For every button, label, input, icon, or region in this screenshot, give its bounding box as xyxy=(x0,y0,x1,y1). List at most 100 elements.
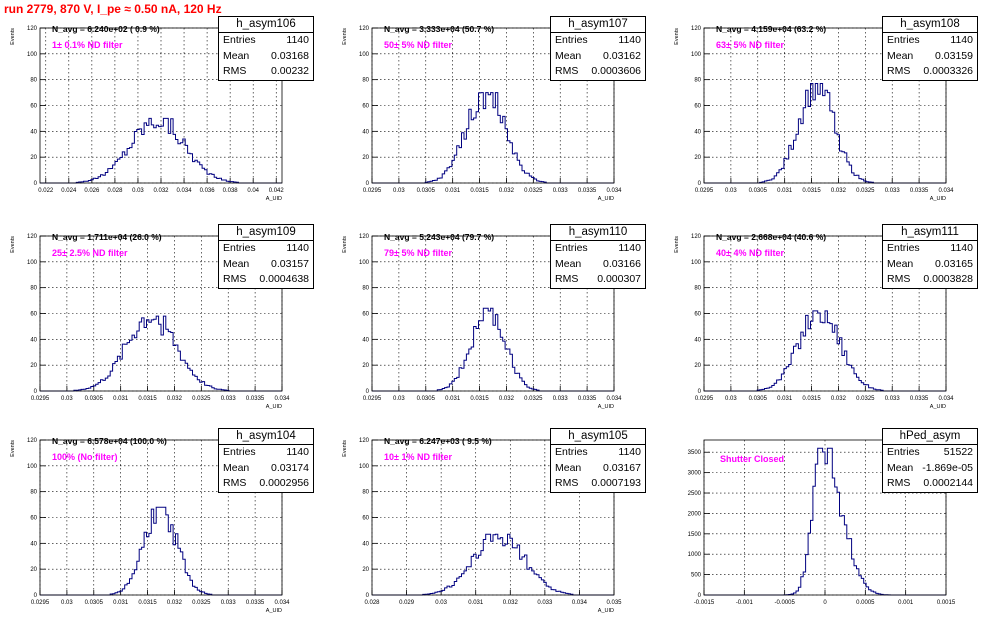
x-tick-label: 0.031 xyxy=(777,188,793,194)
stats-label: Entries xyxy=(887,242,920,254)
y-tick-label: 80 xyxy=(362,286,369,292)
stats-label: Mean xyxy=(887,257,914,270)
stats-value: -1.869e-05 xyxy=(922,461,973,474)
x-tick-label: 0.033 xyxy=(221,396,237,402)
stats-value: 0.03168 xyxy=(271,49,309,62)
y-axis-label: Events xyxy=(10,440,16,457)
histogram-line xyxy=(372,92,614,184)
y-tick-label: 100 xyxy=(27,464,38,470)
histogram-svg: -0.0015 -0.001 -0.0005 0 0.0005 0.001 0.0015 0 5… xyxy=(688,439,956,606)
stats-label: RMS xyxy=(555,477,579,489)
y-tick-label: 60 xyxy=(30,516,37,522)
stats-value: 0.03159 xyxy=(935,49,973,62)
x-tick-label: 0.0335 xyxy=(578,188,597,194)
stats-label: Entries xyxy=(555,242,588,254)
x-tick-label: 0.032 xyxy=(153,188,169,194)
x-tick-label: 0.0295 xyxy=(363,396,382,402)
stats-value: 0.03157 xyxy=(271,257,309,270)
x-tick-label: 0.0295 xyxy=(31,396,50,402)
histogram-svg: 0.0295 0.03 0.0305 0.031 0.0315 0.032 0.0325 0.… xyxy=(674,26,954,202)
x-tick-label: 0.0295 xyxy=(363,188,382,194)
y-axis-label: Events xyxy=(674,28,680,45)
histogram-svg: 0.0295 0.03 0.0305 0.031 0.0315 0.032 0.0325 0.… xyxy=(10,438,290,614)
histogram-name: h_asym104 xyxy=(219,429,313,445)
stats-row: Entries 1140 xyxy=(551,445,645,461)
x-tick-label: 0.028 xyxy=(107,188,123,194)
y-tick-label: 100 xyxy=(691,52,702,58)
x-tick-label: 0.0315 xyxy=(138,600,157,606)
y-tick-label: 100 xyxy=(27,260,38,266)
y-tick-label: 120 xyxy=(27,438,38,444)
histogram-name: h_asym111 xyxy=(883,225,977,241)
y-tick-label: 0 xyxy=(34,389,38,395)
x-tick-label: 0.0325 xyxy=(192,600,211,606)
x-tick-label: 0.034 xyxy=(572,600,588,606)
stats-value: 0.03167 xyxy=(603,461,641,474)
stats-value: 1140 xyxy=(950,34,973,46)
stats-label: Mean xyxy=(555,461,582,474)
stats-value: 1140 xyxy=(618,34,641,46)
y-tick-label: 40 xyxy=(694,129,701,135)
stats-box: hPed_asym Entries 51522 Mean -1.869e-05 RMS 0.… xyxy=(882,428,978,493)
y-tick-label: 120 xyxy=(359,438,370,444)
y-tick-label: 3500 xyxy=(688,450,702,456)
stats-box: h_asym109 Entries 1140 Mean 0.03157 RMS 0.0004… xyxy=(218,224,314,289)
plot-frame xyxy=(39,439,283,596)
filter-label: 100% (No filter) xyxy=(52,452,118,462)
x-tick-label: 0.0325 xyxy=(524,188,543,194)
x-tick-label: 0.031 xyxy=(113,600,129,606)
x-tick-label: 0.03 xyxy=(725,396,737,402)
y-tick-label: 120 xyxy=(27,234,38,240)
filter-label: 63± 5% ND filter xyxy=(716,40,784,50)
stats-value: 0.0003828 xyxy=(923,273,973,285)
stats-row: Mean 0.03167 xyxy=(551,461,645,477)
y-tick-label: 100 xyxy=(27,52,38,58)
x-tick-label: 0.0315 xyxy=(802,188,821,194)
stats-value: 0.0004638 xyxy=(259,273,309,285)
x-tick-label: 0.035 xyxy=(606,600,622,606)
histogram-name: h_asym110 xyxy=(551,225,645,241)
stats-row: RMS 0.0004638 xyxy=(219,272,313,288)
stats-row: Entries 51522 xyxy=(883,445,977,461)
y-tick-label: 80 xyxy=(362,78,369,84)
plot-frame xyxy=(703,235,947,392)
x-tick-label: 0.033 xyxy=(553,188,569,194)
y-tick-label: 60 xyxy=(362,312,369,318)
n-avg-label: N_avg = 1.711e+04 (26.0 %) xyxy=(52,232,162,242)
stats-box: h_asym108 Entries 1140 Mean 0.03159 RMS 0.0003… xyxy=(882,16,978,81)
n-avg-label: N_avg = 3.333e+04 (50.7 %) xyxy=(384,24,495,34)
filter-label: 50± 5% ND filter xyxy=(384,40,452,50)
stats-row: RMS 0.0003326 xyxy=(883,64,977,80)
x-tick-label: 0.0335 xyxy=(578,396,597,402)
x-tick-label: 0.0335 xyxy=(246,600,265,606)
stats-row: RMS 0.0003606 xyxy=(551,64,645,80)
x-axis-label: A_UID xyxy=(930,196,946,202)
plot-frame xyxy=(371,439,615,596)
stats-label: Entries xyxy=(555,446,588,458)
x-tick-label: 0.036 xyxy=(200,188,216,194)
histogram-name: hPed_asym xyxy=(883,429,977,445)
filter-label: 10± 1% ND filter xyxy=(384,452,452,462)
stats-box: h_asym106 Entries 1140 Mean 0.03168 RMS 0.0023… xyxy=(218,16,314,81)
stats-label: RMS xyxy=(223,65,247,77)
y-tick-label: 20 xyxy=(362,567,369,573)
filter-label: 25± 2.5% ND filter xyxy=(52,248,128,258)
x-tick-label: 0.0325 xyxy=(524,396,543,402)
x-tick-label: 0.042 xyxy=(269,188,285,194)
x-tick-label: 0.0305 xyxy=(749,396,768,402)
x-tick-label: 0.034 xyxy=(274,600,290,606)
x-tick-label: 0.031 xyxy=(777,396,793,402)
x-tick-label: 0.033 xyxy=(553,396,569,402)
x-tick-label: 0.04 xyxy=(247,188,259,194)
histogram-line xyxy=(704,83,946,184)
y-tick-label: 0 xyxy=(366,181,370,187)
x-tick-label: 0.0325 xyxy=(192,396,211,402)
y-tick-label: 500 xyxy=(691,573,702,579)
histogram-name: h_asym108 xyxy=(883,17,977,33)
stats-label: RMS xyxy=(555,273,579,285)
x-tick-label: 0.033 xyxy=(885,396,901,402)
x-axis-label: A_UID xyxy=(598,196,614,202)
stats-value: 0.03162 xyxy=(603,49,641,62)
x-tick-label: 0.0315 xyxy=(802,396,821,402)
filter-label: 1± 0.1% ND filter xyxy=(52,40,123,50)
